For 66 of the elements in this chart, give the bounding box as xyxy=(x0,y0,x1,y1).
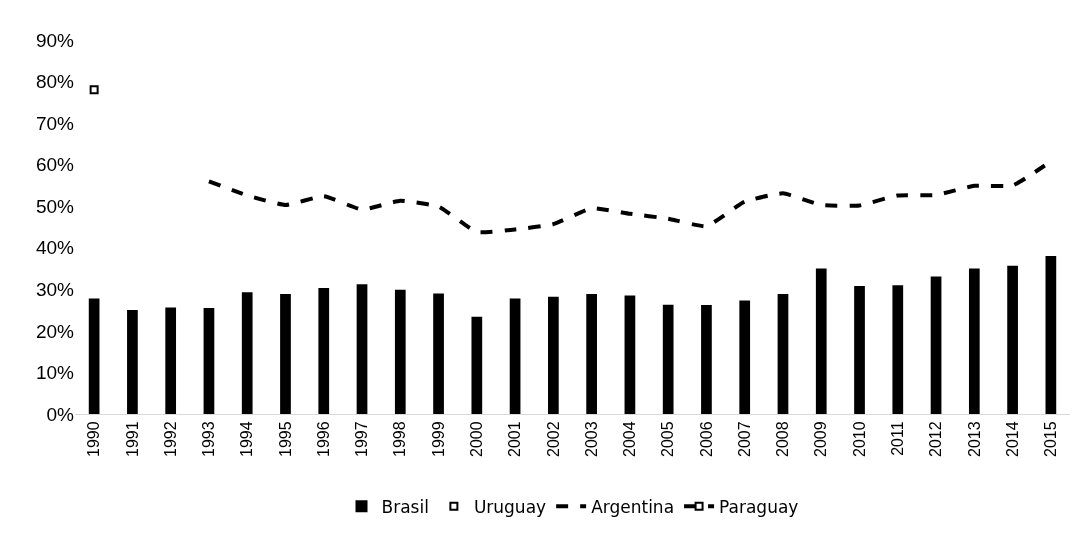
x-tick-label: 2004 xyxy=(621,421,639,457)
bar xyxy=(165,307,177,414)
bar xyxy=(739,300,751,414)
bar xyxy=(892,285,904,414)
x-tick-label: 2013 xyxy=(965,421,983,457)
bar xyxy=(1007,265,1018,414)
x-tick-label: 2003 xyxy=(582,421,600,457)
x-tick-label: 1995 xyxy=(276,421,294,457)
x-tick-label: 2009 xyxy=(812,421,830,457)
bar xyxy=(548,296,559,414)
x-tick-label: 2011 xyxy=(888,421,906,456)
bar xyxy=(241,292,253,414)
y-tick-label: 70% xyxy=(35,112,75,134)
bar xyxy=(662,304,674,414)
y-tick-label: 20% xyxy=(35,320,75,342)
y-tick-label: 50% xyxy=(35,195,75,217)
x-tick-label: 1996 xyxy=(314,421,332,457)
x-tick-label: 1999 xyxy=(429,421,447,457)
bar xyxy=(280,293,291,414)
x-tick-label: 1997 xyxy=(353,421,371,457)
bar xyxy=(815,268,827,414)
bar xyxy=(968,268,980,414)
x-tick-label: 1998 xyxy=(391,421,409,457)
y-tick-label: 30% xyxy=(35,278,75,300)
x-tick-label: 2002 xyxy=(544,421,562,457)
y-tick-label: 0% xyxy=(46,403,75,425)
bar xyxy=(127,310,138,414)
bar xyxy=(1045,256,1057,414)
x-tick-label: 1993 xyxy=(200,421,218,457)
x-tick-label: 2010 xyxy=(850,421,868,457)
bar xyxy=(318,288,330,414)
bar xyxy=(509,298,521,414)
bar xyxy=(356,284,368,414)
bar xyxy=(701,305,712,414)
bar xyxy=(624,295,636,414)
legend-label: Paraguay xyxy=(719,496,799,517)
bar xyxy=(203,308,215,414)
bar xyxy=(394,289,406,414)
x-tick-label: 2012 xyxy=(927,421,945,457)
y-tick-label: 80% xyxy=(35,71,75,93)
x-tick-label: 2015 xyxy=(1042,421,1060,457)
x-tick-label: 2005 xyxy=(659,421,677,457)
x-tick-label: 2001 xyxy=(506,421,524,457)
x-tick-label: 2008 xyxy=(774,421,792,457)
legend-label: Brasil xyxy=(381,496,429,517)
y-tick-label: 60% xyxy=(35,154,75,176)
y-tick-label: 40% xyxy=(35,237,75,259)
x-tick-label: 2000 xyxy=(468,421,486,457)
x-tick-label: 2007 xyxy=(735,421,753,457)
x-tick-label: 1991 xyxy=(123,421,141,457)
x-tick-label: 1990 xyxy=(85,421,103,457)
legend-label: Argentina xyxy=(591,496,675,517)
y-tick-label: 10% xyxy=(35,362,75,384)
x-tick-label: 2014 xyxy=(1003,421,1021,457)
bar xyxy=(471,316,483,414)
bar xyxy=(586,293,597,414)
bar xyxy=(854,286,865,414)
bar xyxy=(88,298,100,414)
bar xyxy=(930,276,942,414)
y-tick-label: 90% xyxy=(35,29,75,51)
x-tick-label: 1994 xyxy=(238,421,256,457)
x-tick-label: 1992 xyxy=(161,421,179,457)
legend-label: Uruguay xyxy=(473,496,547,517)
x-tick-label: 2006 xyxy=(697,421,715,457)
bar xyxy=(777,293,789,414)
bar xyxy=(433,293,444,414)
